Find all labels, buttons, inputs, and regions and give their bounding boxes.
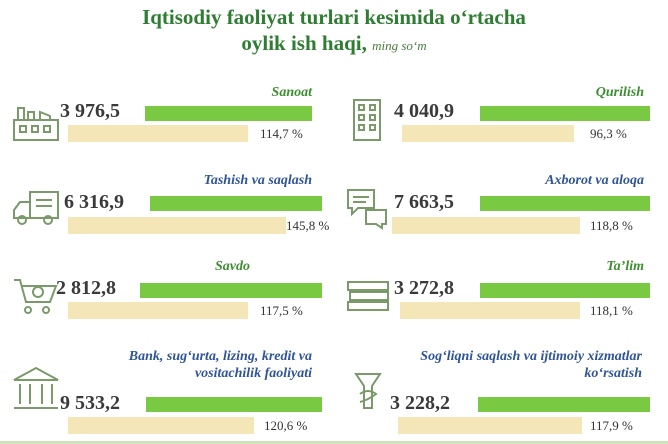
growth-bar — [68, 125, 248, 142]
growth-bar — [402, 125, 574, 142]
category-label: Ta’lim — [606, 259, 644, 274]
salary-bar — [480, 106, 650, 121]
title-line-2: oylik ish haqi, ming so‘m — [0, 30, 668, 59]
panel-sogliqni: Sog‘liqni saqlash va ijtimoiy xizmatlar … — [342, 344, 662, 434]
growth-bar — [68, 417, 254, 434]
panel-talim: Ta’lim 3 272,8 118,1 % — [342, 254, 662, 334]
title-line-2-text: oylik ish haqi, — [241, 31, 367, 55]
category-label: Axborot va aloqa — [545, 173, 644, 188]
salary-bar — [146, 397, 322, 412]
salary-bar — [150, 196, 322, 211]
shopping-cart-icon — [10, 268, 62, 320]
salary-value: 4 040,9 — [394, 100, 454, 122]
salary-bar — [480, 196, 650, 211]
salary-bar — [480, 283, 650, 298]
growth-pct: 118,8 % — [590, 218, 633, 233]
factory-icon — [10, 94, 62, 146]
growth-pct: 120,6 % — [264, 418, 308, 433]
salary-value: 6 316,9 — [64, 191, 124, 213]
category-label: Bank, sug‘urta, lizing, kredit va vosita… — [128, 349, 312, 381]
panel-savdo: Savdo 2 812,8 117,5 % — [10, 254, 330, 334]
caduceus-icon — [342, 364, 394, 416]
chat-bubbles-icon — [342, 180, 394, 232]
growth-pct: 145,8 % — [286, 218, 330, 233]
salary-value: 2 812,8 — [56, 277, 116, 299]
growth-bar — [392, 217, 580, 234]
salary-bar — [145, 106, 312, 121]
growth-pct: 117,9 % — [590, 418, 633, 433]
category-label: Sog‘liqni saqlash va ijtimoiy xizmatlar … — [420, 349, 642, 381]
category-label: Qurilish — [595, 85, 644, 100]
panel-tashish: Tashish va saqlash 6 316,9 145,8 % — [10, 166, 330, 246]
growth-pct: 114,7 % — [260, 126, 303, 141]
footer-divider — [0, 441, 668, 444]
salary-value: 3 272,8 — [394, 277, 454, 299]
title-unit: ming so‘m — [372, 38, 427, 53]
salary-value: 7 663,5 — [394, 191, 454, 213]
bank-icon — [10, 364, 62, 416]
salary-value: 3 976,5 — [60, 100, 120, 122]
growth-pct: 118,1 % — [590, 303, 633, 318]
panel-bank: Bank, sug‘urta, lizing, kredit va vosita… — [10, 344, 330, 434]
chart-title: Iqtisodiy faoliyat turlari kesimida o‘rt… — [0, 4, 668, 59]
salary-bar — [478, 397, 650, 412]
growth-bar — [398, 417, 582, 434]
category-label: Sanoat — [271, 85, 312, 100]
category-label: Tashish va saqlash — [203, 173, 312, 188]
growth-bar — [400, 302, 580, 319]
category-label: Savdo — [215, 259, 250, 274]
books-icon — [342, 268, 394, 320]
truck-icon — [10, 180, 62, 232]
panel-sanoat: Sanoat 3 976,5 114,7 % — [10, 80, 330, 160]
salary-bar — [140, 283, 322, 298]
panel-qurilish: Qurilish 4 040,9 96,3 % — [342, 80, 662, 160]
growth-pct: 96,3 % — [590, 126, 627, 141]
growth-bar — [68, 302, 248, 319]
salary-value: 3 228,2 — [390, 392, 450, 414]
salary-value: 9 533,2 — [60, 392, 120, 414]
building-icon — [342, 94, 394, 146]
growth-pct: 117,5 % — [260, 303, 303, 318]
title-line-1: Iqtisodiy faoliyat turlari kesimida o‘rt… — [142, 5, 526, 29]
growth-bar — [68, 217, 286, 234]
panel-axborot: Axborot va aloqa 7 663,5 118,8 % — [342, 166, 662, 246]
